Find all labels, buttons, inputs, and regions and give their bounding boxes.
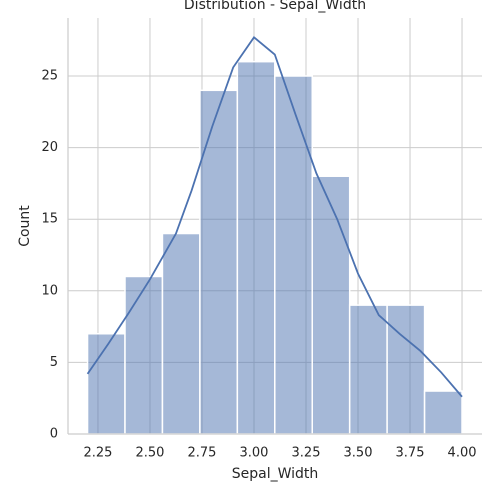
bar <box>386 304 426 435</box>
bar <box>86 333 126 435</box>
x-tick-label: 3.50 <box>344 446 373 461</box>
y-tick-label: 0 <box>50 427 58 442</box>
x-axis-label: Sepal_Width <box>232 466 319 482</box>
bar <box>236 60 276 435</box>
bar <box>161 232 201 435</box>
x-tick-label: 3.75 <box>396 446 425 461</box>
x-tick-label: 2.50 <box>135 446 164 461</box>
bar <box>274 75 313 435</box>
bar <box>423 390 463 435</box>
y-tick-label: 10 <box>41 283 58 298</box>
chart-title: Distribution - Sepal_Width <box>184 0 366 13</box>
y-tick-label: 20 <box>41 140 58 155</box>
kde-line <box>86 36 463 398</box>
bar <box>311 175 351 435</box>
y-axis-label: Count <box>17 205 33 247</box>
bar <box>348 304 388 435</box>
x-tick-label: 4.00 <box>448 446 477 461</box>
x-tick-label: 2.75 <box>188 446 217 461</box>
bar <box>124 275 164 435</box>
x-tick-label: 3.25 <box>292 446 321 461</box>
y-tick-label: 15 <box>41 212 58 227</box>
bar <box>199 89 239 435</box>
x-tick-label: 3.00 <box>240 446 269 461</box>
y-tick-label: 25 <box>41 68 58 83</box>
y-tick-label: 5 <box>50 355 58 370</box>
x-tick-label: 2.25 <box>83 446 112 461</box>
